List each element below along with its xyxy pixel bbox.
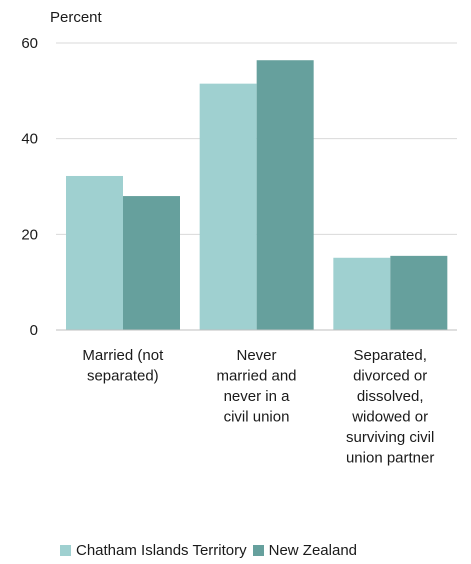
y-axis-ticks: 0 20 40 60 <box>21 35 38 339</box>
legend-swatch-new-zealand <box>252 545 264 556</box>
bar <box>123 196 180 330</box>
bar <box>66 175 123 330</box>
x-tick-label: Never married and never in a civil union <box>216 347 296 426</box>
legend-item-chatham: Chatham Islands Territory <box>60 542 247 559</box>
bar <box>256 60 314 330</box>
bars <box>66 60 448 331</box>
legend: Chatham Islands Territory New Zealand <box>60 542 357 559</box>
x-tick-label: Separated, divorced or dissolved, widowed o… <box>346 347 434 467</box>
x-tick-label: Married (not separated) <box>82 347 164 385</box>
y-axis-title: Percent <box>50 9 102 26</box>
y-tick-label: 20 <box>21 226 38 243</box>
legend-swatch-chatham <box>60 545 71 556</box>
legend-label-chatham: Chatham Islands Territory <box>76 542 247 559</box>
legend-item-new-zealand: New Zealand <box>252 542 358 559</box>
bar <box>390 255 448 330</box>
x-axis-labels: Married (not separated) Never married and ne… <box>82 347 434 467</box>
y-tick-label: 40 <box>21 131 38 148</box>
legend-label-new-zealand: New Zealand <box>268 542 358 559</box>
bar <box>199 83 257 331</box>
y-tick-label: 60 <box>21 35 38 52</box>
y-tick-label: 0 <box>30 322 38 339</box>
bar <box>333 257 391 330</box>
